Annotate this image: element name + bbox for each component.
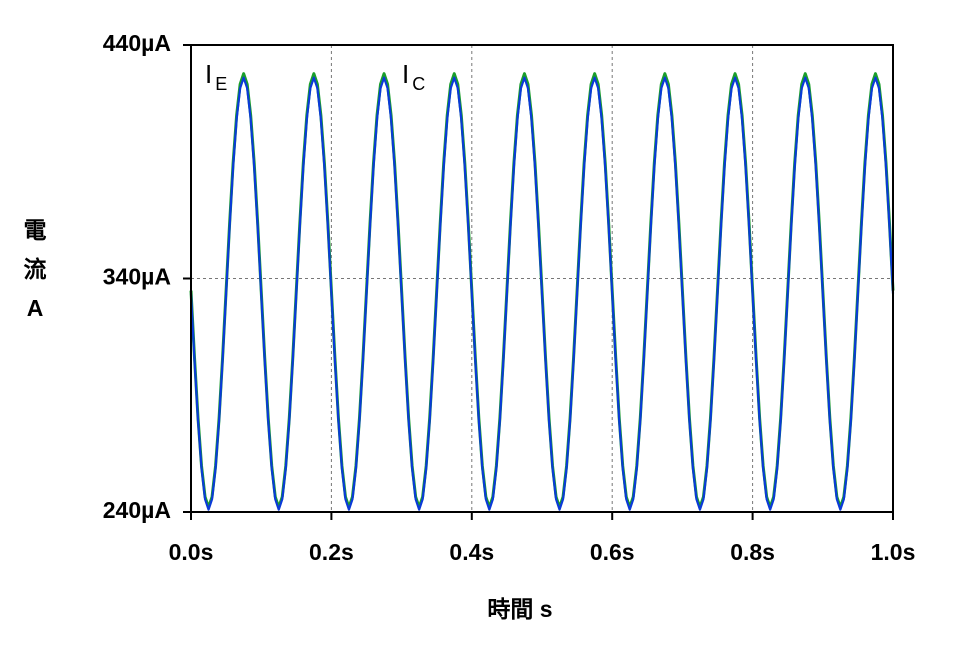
- y-tick-label: 340µA: [103, 264, 171, 290]
- x-tick-label: 1.0s: [871, 539, 916, 565]
- series-line: [189, 76, 895, 511]
- x-tick-label: 0.6s: [590, 539, 635, 565]
- x-tick-label: 0.4s: [449, 539, 494, 565]
- x-tick-label: 0.0s: [169, 539, 214, 565]
- x-tick-label: 0.8s: [730, 539, 775, 565]
- x-axis-title: 時間 s: [487, 596, 552, 622]
- y-tick-label: 440µA: [103, 30, 171, 56]
- plot-frame: [190, 44, 894, 513]
- x-tick-label: 0.2s: [309, 539, 354, 565]
- y-tick-label: 240µA: [103, 497, 171, 523]
- y-axis-title: 電流 A: [24, 217, 47, 321]
